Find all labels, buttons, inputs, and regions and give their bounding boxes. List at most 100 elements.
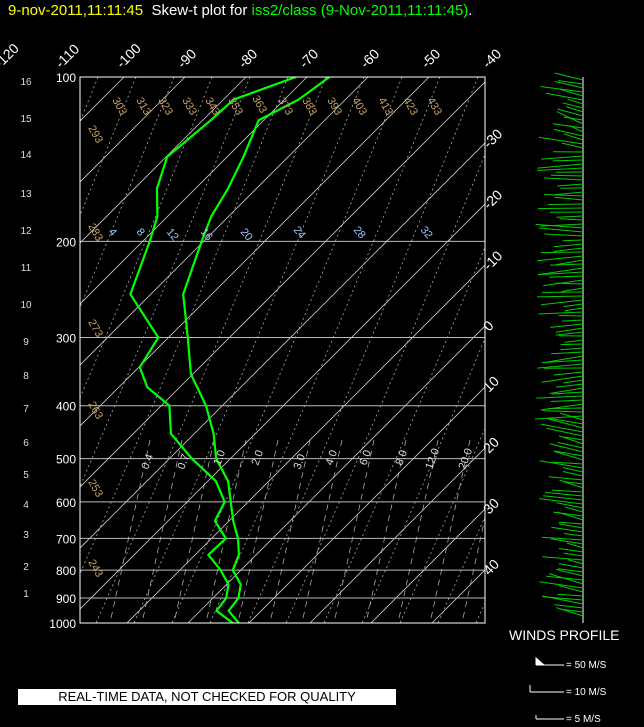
theta-label: 243 <box>85 558 105 580</box>
mixing-ratio-line <box>365 439 407 623</box>
isotherm-line <box>126 264 485 623</box>
wind-barb <box>539 460 584 469</box>
wind-barb <box>558 523 584 529</box>
wind-barb <box>542 410 584 413</box>
wind-barb <box>539 227 584 233</box>
mixing-ratio-line <box>397 439 439 623</box>
wind-barb <box>540 423 584 433</box>
dry-adiabat-line <box>399 427 485 623</box>
altitude-tick-label: 3 <box>23 530 29 541</box>
altitude-tick-label: 6 <box>23 438 29 449</box>
wind-barb <box>548 573 584 585</box>
theta-label: 273 <box>85 318 105 340</box>
wind-barb <box>552 123 584 129</box>
wind-barb <box>542 595 584 605</box>
wind-barb <box>563 436 584 441</box>
theta-e-label: 20 <box>238 226 255 243</box>
wind-barb <box>557 511 584 521</box>
theta-label: 403 <box>349 96 369 118</box>
title-datetime: 9-nov-2011,11:11:45 <box>8 2 144 19</box>
pressure-tick-label: 200 <box>56 235 76 249</box>
wind-barb <box>554 450 584 457</box>
wind-barb <box>538 311 584 315</box>
wind-barb <box>553 247 584 252</box>
mixing-ratio-label: 0.4 <box>140 453 157 471</box>
wind-barb <box>550 174 584 177</box>
mixing-ratio-line <box>205 439 247 623</box>
theta-label: 283 <box>85 222 105 244</box>
theta-label: 373 <box>275 96 295 118</box>
altitude-tick-label: 16 <box>20 77 32 88</box>
wind-barb <box>558 80 584 85</box>
wind-barb <box>540 403 584 411</box>
wind-barb <box>562 102 584 109</box>
theta-e-label: 4 <box>106 226 119 238</box>
wind-barb <box>558 563 584 569</box>
dry-adiabat-line <box>133 77 365 623</box>
wind-barb <box>549 263 584 266</box>
wind-barb <box>536 395 584 399</box>
wind-barb <box>550 323 584 328</box>
dry-adiabat-line <box>80 77 99 123</box>
mixing-ratio-lines <box>109 439 485 623</box>
wind-barb <box>545 92 584 101</box>
temperature-tick-label-top: -50 <box>418 45 444 71</box>
dry-adiabat-line <box>437 515 485 623</box>
isotherm-line <box>309 447 485 623</box>
wind-barb <box>552 191 584 196</box>
temperature-tick-label-right: 10 <box>480 373 502 395</box>
wind-barb <box>547 418 584 429</box>
dry-adiabat-line <box>323 245 485 623</box>
altitude-tick-label: 13 <box>20 189 32 200</box>
wind-barb <box>550 538 584 545</box>
isotherm-line <box>80 77 369 366</box>
isotherm-line <box>0 77 2 623</box>
mixing-ratio-line <box>141 439 183 623</box>
pressure-tick-label: 1000 <box>49 617 76 631</box>
mixing-ratio-line <box>173 439 215 623</box>
wind-barb <box>545 355 584 363</box>
altitude-tick-label: 9 <box>23 337 29 348</box>
wind-barb <box>549 443 584 453</box>
wind-barb <box>553 128 584 137</box>
theta-e-label: 28 <box>351 224 368 241</box>
wind-barb <box>558 521 584 525</box>
wind-barb <box>563 533 584 537</box>
dry-adiabat-line <box>590 77 644 623</box>
temperature-tick-label-top: -110 <box>52 41 83 72</box>
temperature-tick-label-top: -40 <box>479 45 505 71</box>
theta-label: 353 <box>225 96 245 118</box>
dewpoint-profile-line <box>129 77 297 623</box>
mixing-ratio-label: 1.0 <box>212 449 229 467</box>
wind-barb <box>540 251 584 254</box>
dry-adiabat-line <box>628 77 644 623</box>
wind-barb <box>541 359 584 364</box>
temperature-tick-label-top: -80 <box>235 45 261 71</box>
altitude-tick-label: 11 <box>21 263 32 274</box>
mixing-ratio-line <box>237 439 279 623</box>
isotherms <box>0 77 485 623</box>
pressure-tick-label: 800 <box>56 564 76 578</box>
wind-legend-5: = 5 M/S <box>566 714 601 725</box>
wind-barb <box>556 607 584 617</box>
dry-adiabat-line <box>361 337 485 623</box>
wind-barb <box>563 379 584 384</box>
pressure-tick-label: 400 <box>56 400 76 414</box>
title-end: . <box>468 2 473 19</box>
wind-barb <box>536 295 584 298</box>
wind-barb <box>543 194 584 197</box>
dry-adiabat-line <box>475 601 485 623</box>
mixing-ratio-label: 6.0 <box>358 449 375 467</box>
altitude-tick-label: 5 <box>23 470 29 481</box>
wind-barb <box>567 98 584 105</box>
temperature-tick-label-right: -30 <box>480 125 506 151</box>
isotherm-line <box>187 325 485 623</box>
wind-barb <box>558 435 584 445</box>
wind-barb <box>552 159 584 162</box>
wind-barb <box>534 415 584 420</box>
theta-label: 293 <box>85 124 105 146</box>
isotherm-line <box>80 77 430 427</box>
temperature-tick-label-right: -20 <box>480 186 506 212</box>
theta-label: 423 <box>400 96 420 118</box>
sounding-profiles <box>129 77 331 623</box>
